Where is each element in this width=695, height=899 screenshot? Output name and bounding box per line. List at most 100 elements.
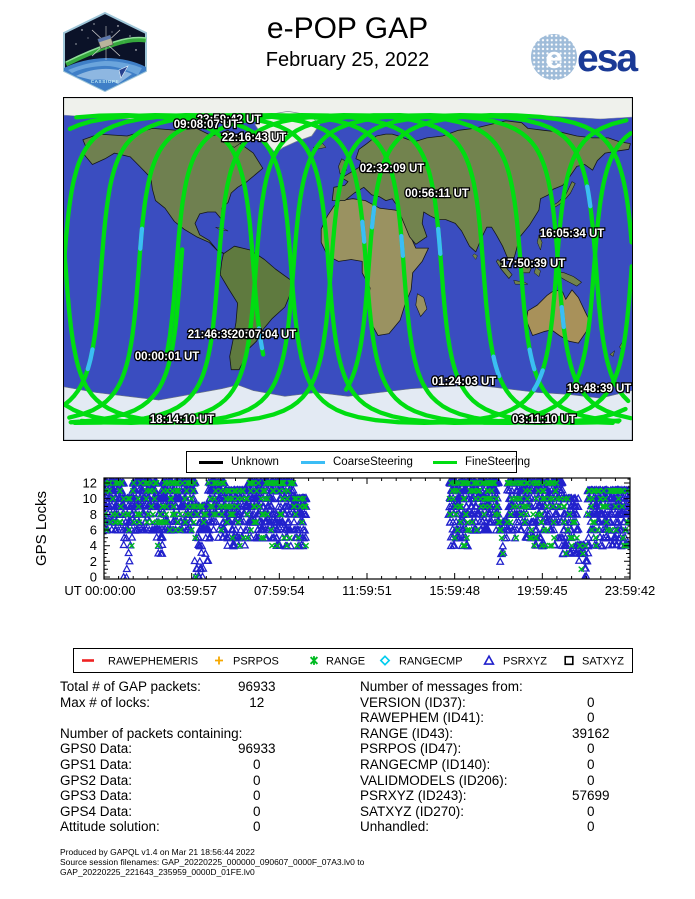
y-tick-label: 4 xyxy=(90,538,97,553)
legend-line-swatch xyxy=(199,460,223,464)
esa-globe xyxy=(531,34,577,80)
stat-value: 0 xyxy=(572,694,595,710)
stat-label: RANGE (ID43): xyxy=(360,725,454,741)
legend-line-swatch xyxy=(433,460,457,464)
session-time-label: 01:24:03 UT xyxy=(432,376,497,388)
stat-value: 0 xyxy=(238,772,261,788)
sri-lanka xyxy=(472,253,478,260)
stat-value: 12 xyxy=(238,694,265,710)
stat-label: GPS2 Data: xyxy=(60,772,133,788)
session-time-label: 22:16:43 UT xyxy=(222,132,287,144)
legend-line-swatch xyxy=(301,460,325,464)
footer: Produced by GAPQL v1.4 on Mar 21 18:56:4… xyxy=(60,847,640,877)
session-time-label: 17:50:39 UT xyxy=(501,258,566,270)
y-tick-label: 8 xyxy=(90,507,97,522)
session-time-label: 19:48:39 UT xyxy=(567,383,632,395)
x-tick-label: 19:59:45 xyxy=(517,583,568,598)
stat-value: 0 xyxy=(572,819,595,835)
y-axis-title: GPS Locks xyxy=(33,491,50,566)
stat-label: GPS3 Data: xyxy=(60,788,133,804)
message-type-legend: RAWEPHEMERIS PSRPOS RANGE RANGECMP PSRXYZ SAT… xyxy=(73,648,633,673)
world-map-ground-tracks: 23:59:42 UT 09:08:07 UT 22:16:43 UT 02:32:0… xyxy=(61,97,634,441)
stat-value: 0 xyxy=(572,741,595,757)
mission-patch-graphic: CASSIOPE xyxy=(63,11,147,93)
legend-label: RANGECMP xyxy=(399,656,463,668)
patch-flag xyxy=(118,65,129,79)
ground-track-coarse-steering xyxy=(85,347,95,372)
x-tick-label: UT 00:00:00 xyxy=(64,583,135,598)
y-tick-label: 0 xyxy=(90,570,97,585)
stat-value: 0 xyxy=(572,757,595,772)
stat-value: 0 xyxy=(238,788,261,804)
page-date: February 25, 2022 xyxy=(265,49,430,71)
stat-label: RANGECMP (ID140): xyxy=(360,757,491,772)
legend-label: RAWEPHEMERIS xyxy=(108,656,198,668)
axis-ticks xyxy=(103,478,631,579)
stat-value: 0 xyxy=(572,803,595,819)
ground-track-coarse-steering xyxy=(138,226,145,251)
patch-stars xyxy=(75,23,137,51)
scatter-area xyxy=(104,478,630,579)
x-tick-label: 15:59:48 xyxy=(429,583,480,598)
y-tick-label: 2 xyxy=(90,554,97,569)
stat-value: 96933 xyxy=(238,679,276,694)
page-title: e-POP GAP xyxy=(266,12,429,45)
esa-wordmark: esa xyxy=(577,37,638,80)
ground-track-coarse-steering xyxy=(559,304,566,330)
legend-label: RANGE xyxy=(326,656,365,668)
session-time-label: 21:46:39 UT xyxy=(188,329,253,341)
legend-marker-range xyxy=(309,656,319,665)
legend-marker-satxyz xyxy=(564,655,574,666)
ground-track-coarse-steering xyxy=(527,347,537,372)
stat-value: 0 xyxy=(572,772,595,788)
ground-track-coarse-steering xyxy=(491,354,502,379)
session-time-label: 00:00:01 UT xyxy=(135,351,200,363)
esa-logo: e esa xyxy=(524,30,640,84)
ground-track-coarse-steering xyxy=(256,326,265,351)
legend-label: CoarseSteering xyxy=(333,456,413,468)
legend-marker-psrpos xyxy=(215,656,223,665)
legend-item-unknown: Unknown xyxy=(199,452,279,472)
stat-value: 0 xyxy=(238,803,261,819)
sulawesi xyxy=(533,266,541,277)
session-time-label: 16:05:34 UT xyxy=(540,228,605,240)
legend-label: SATXYZ xyxy=(582,656,624,668)
stat-label: GPS4 Data: xyxy=(60,803,133,819)
philippines xyxy=(537,234,543,251)
stat-label: PSRXYZ (ID243): xyxy=(360,788,467,804)
sumatra xyxy=(496,259,513,279)
stat-label: SATXYZ (ID270): xyxy=(360,803,465,819)
stat-label: GPS1 Data: xyxy=(60,757,133,772)
legend-label: PSRXYZ xyxy=(503,656,547,668)
session-time-label: 02:32:09 UT xyxy=(360,163,425,175)
ground-track-coarse-steering xyxy=(585,184,593,209)
madagascar xyxy=(415,293,428,317)
title-block: e-POP GAP February 25, 2022 xyxy=(0,12,695,72)
y-tick-label: 10 xyxy=(83,491,97,506)
footer-source-files-1: Source session filenames: GAP_20220225_0… xyxy=(60,856,365,867)
legend-item-finesteering: FineSteering xyxy=(433,452,530,472)
session-time-label: 00:56:11 UT xyxy=(405,188,469,200)
footer-source-files-2: GAP_20220225_221643_235959_0000D_01FE.lv… xyxy=(60,866,255,877)
cassiope-mission-patch: CASSIOPE xyxy=(62,11,148,93)
legend-label: Unknown xyxy=(231,456,279,468)
stat-label: RAWEPHEM (ID41): xyxy=(360,710,485,726)
patch-satellite xyxy=(91,26,121,60)
stat-label: Number of packets containing: xyxy=(60,725,243,741)
patch-aurora xyxy=(64,37,147,67)
ground-track-coarse-steering xyxy=(531,368,545,392)
x-tick-label: 07:59:54 xyxy=(254,583,305,598)
legend-label: PSRPOS xyxy=(233,656,279,668)
stat-label: VALIDMODELS (ID206): xyxy=(360,772,508,788)
x-tick-label: 23:59:42 xyxy=(605,583,656,598)
legend-marker-psrxyz xyxy=(483,654,495,665)
esa-globe-e: e xyxy=(545,40,562,75)
patch-label: CASSIOPE xyxy=(91,79,120,84)
stat-value: 39162 xyxy=(572,725,610,741)
legend-label: FineSteering xyxy=(465,456,531,468)
ground-track-coarse-steering xyxy=(399,233,406,259)
stat-label: PSRPOS (ID47): xyxy=(360,741,462,757)
x-tick-label: 11:59:51 xyxy=(342,583,392,598)
session-time-label: 23:59:42 UT xyxy=(197,114,262,126)
